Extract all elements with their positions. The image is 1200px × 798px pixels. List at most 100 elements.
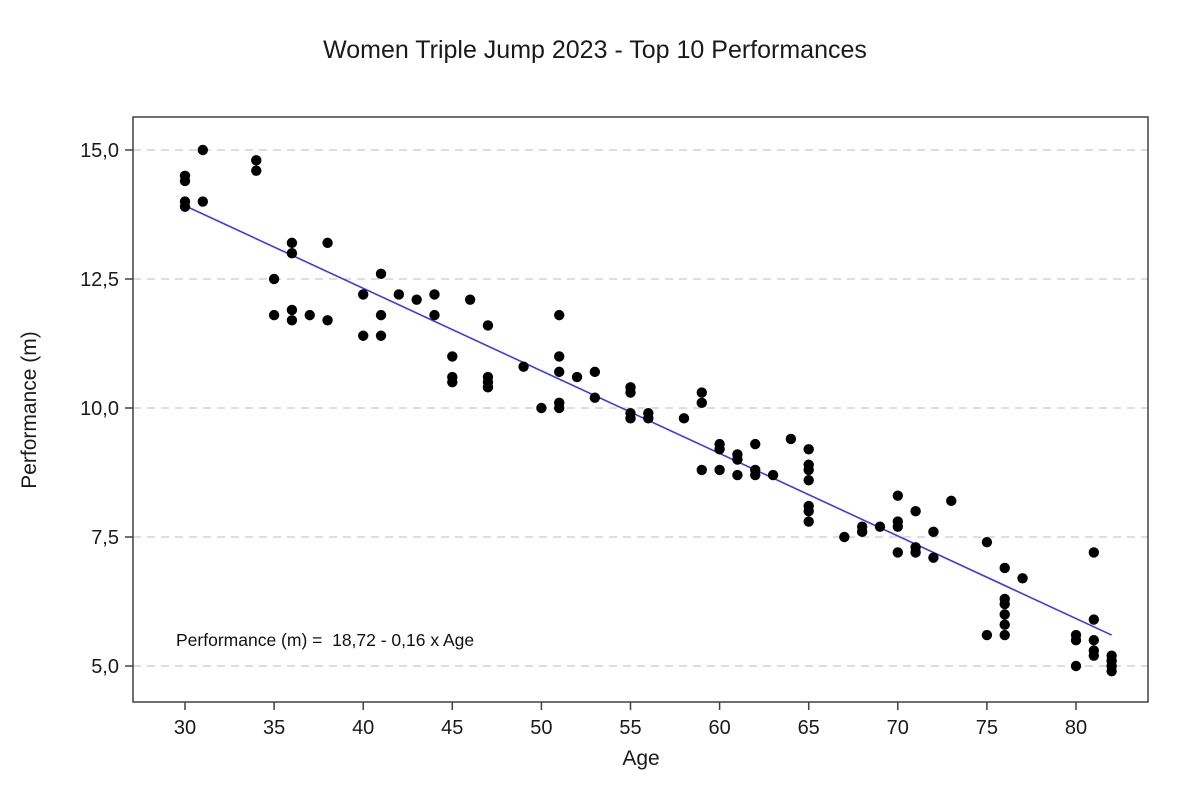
data-point <box>928 552 939 563</box>
data-point <box>464 294 476 305</box>
data-point <box>892 521 903 532</box>
data-point <box>696 397 707 409</box>
data-point <box>251 155 262 166</box>
data-point <box>286 248 298 259</box>
data-point <box>286 304 298 316</box>
data-point <box>536 402 547 414</box>
data-point <box>696 464 707 476</box>
data-point <box>482 382 494 393</box>
data-point <box>375 330 387 341</box>
data-point <box>1070 660 1082 672</box>
data-point <box>981 629 993 641</box>
data-point <box>197 196 209 207</box>
data-point <box>750 469 761 481</box>
data-point <box>803 516 814 527</box>
y-tick-label: 12,5 <box>80 269 119 291</box>
data-point <box>1017 573 1028 584</box>
data-point <box>286 237 298 249</box>
x-axis-title: Age <box>622 747 659 770</box>
data-point <box>999 609 1010 620</box>
y-tick-label: 5,0 <box>91 656 119 678</box>
data-point <box>251 165 262 176</box>
data-point <box>803 464 814 476</box>
x-tick-label: 55 <box>619 717 641 739</box>
x-tick-label: 80 <box>1065 717 1087 739</box>
x-tick-label: 50 <box>530 717 552 739</box>
data-point <box>286 315 298 326</box>
data-point <box>571 371 583 383</box>
data-point <box>304 309 315 321</box>
data-point <box>554 309 565 321</box>
data-points <box>179 144 1117 677</box>
data-point <box>714 464 725 476</box>
data-point <box>1070 635 1082 646</box>
data-point <box>197 144 209 156</box>
data-point <box>1088 614 1100 625</box>
data-point <box>981 536 993 548</box>
x-tick-label: 30 <box>174 717 196 739</box>
data-point <box>839 531 850 543</box>
y-tick-label: 15,0 <box>80 140 119 162</box>
data-point <box>1088 547 1100 558</box>
data-point <box>447 377 458 388</box>
data-point <box>999 619 1010 630</box>
data-point <box>874 521 886 532</box>
chart-title: Women Triple Jump 2023 - Top 10 Performa… <box>323 36 867 64</box>
data-point <box>803 475 814 486</box>
x-tick-label: 45 <box>441 717 463 739</box>
data-point <box>732 454 743 465</box>
data-point <box>999 629 1010 641</box>
data-point <box>696 387 707 398</box>
data-point <box>1088 650 1100 661</box>
data-point <box>732 469 743 481</box>
data-point <box>518 361 529 372</box>
plot-border <box>132 116 1149 703</box>
data-point <box>375 268 387 280</box>
data-point <box>589 366 601 378</box>
data-point <box>411 294 422 305</box>
data-point <box>1088 635 1100 646</box>
data-point <box>785 433 797 445</box>
data-point <box>393 289 405 300</box>
data-point <box>268 273 280 285</box>
data-point <box>429 289 440 300</box>
data-point <box>946 495 957 507</box>
data-point <box>554 351 565 362</box>
y-axis-title: Performance (m) <box>18 331 41 489</box>
data-point <box>554 402 565 414</box>
x-tick-label: 35 <box>263 717 285 739</box>
data-point <box>803 506 814 517</box>
data-point <box>179 201 191 212</box>
gridlines <box>133 149 1148 667</box>
data-point <box>447 351 458 362</box>
data-point <box>1106 665 1117 677</box>
data-point <box>892 547 903 558</box>
data-point <box>892 490 903 501</box>
data-point <box>625 387 636 398</box>
data-point <box>589 392 601 403</box>
x-tick-label: 70 <box>887 717 909 739</box>
data-point <box>429 309 440 321</box>
data-point <box>625 413 636 424</box>
data-point <box>750 438 761 450</box>
data-point <box>554 366 565 378</box>
data-point <box>910 506 921 517</box>
data-point <box>678 413 690 424</box>
data-point <box>268 309 280 321</box>
data-point <box>643 413 654 424</box>
axis-ticks: 15,0 12,5 10,0 7,5 5,0 30 35 40 45 50 55 60 65 70 75 80 <box>80 140 1087 739</box>
y-tick-label: 10,0 <box>80 398 119 420</box>
y-tick-label: 7,5 <box>91 527 119 549</box>
data-point <box>999 598 1010 610</box>
data-point <box>322 315 333 326</box>
x-tick-label: 40 <box>352 717 374 739</box>
data-point <box>179 175 191 187</box>
x-tick-label: 60 <box>708 717 730 739</box>
regression-equation-annotation: Performance (m) = 18,72 - 0,16 x Age <box>176 630 474 650</box>
data-point <box>358 289 369 300</box>
data-point <box>910 547 921 558</box>
data-point <box>358 330 369 341</box>
data-point <box>714 444 725 455</box>
